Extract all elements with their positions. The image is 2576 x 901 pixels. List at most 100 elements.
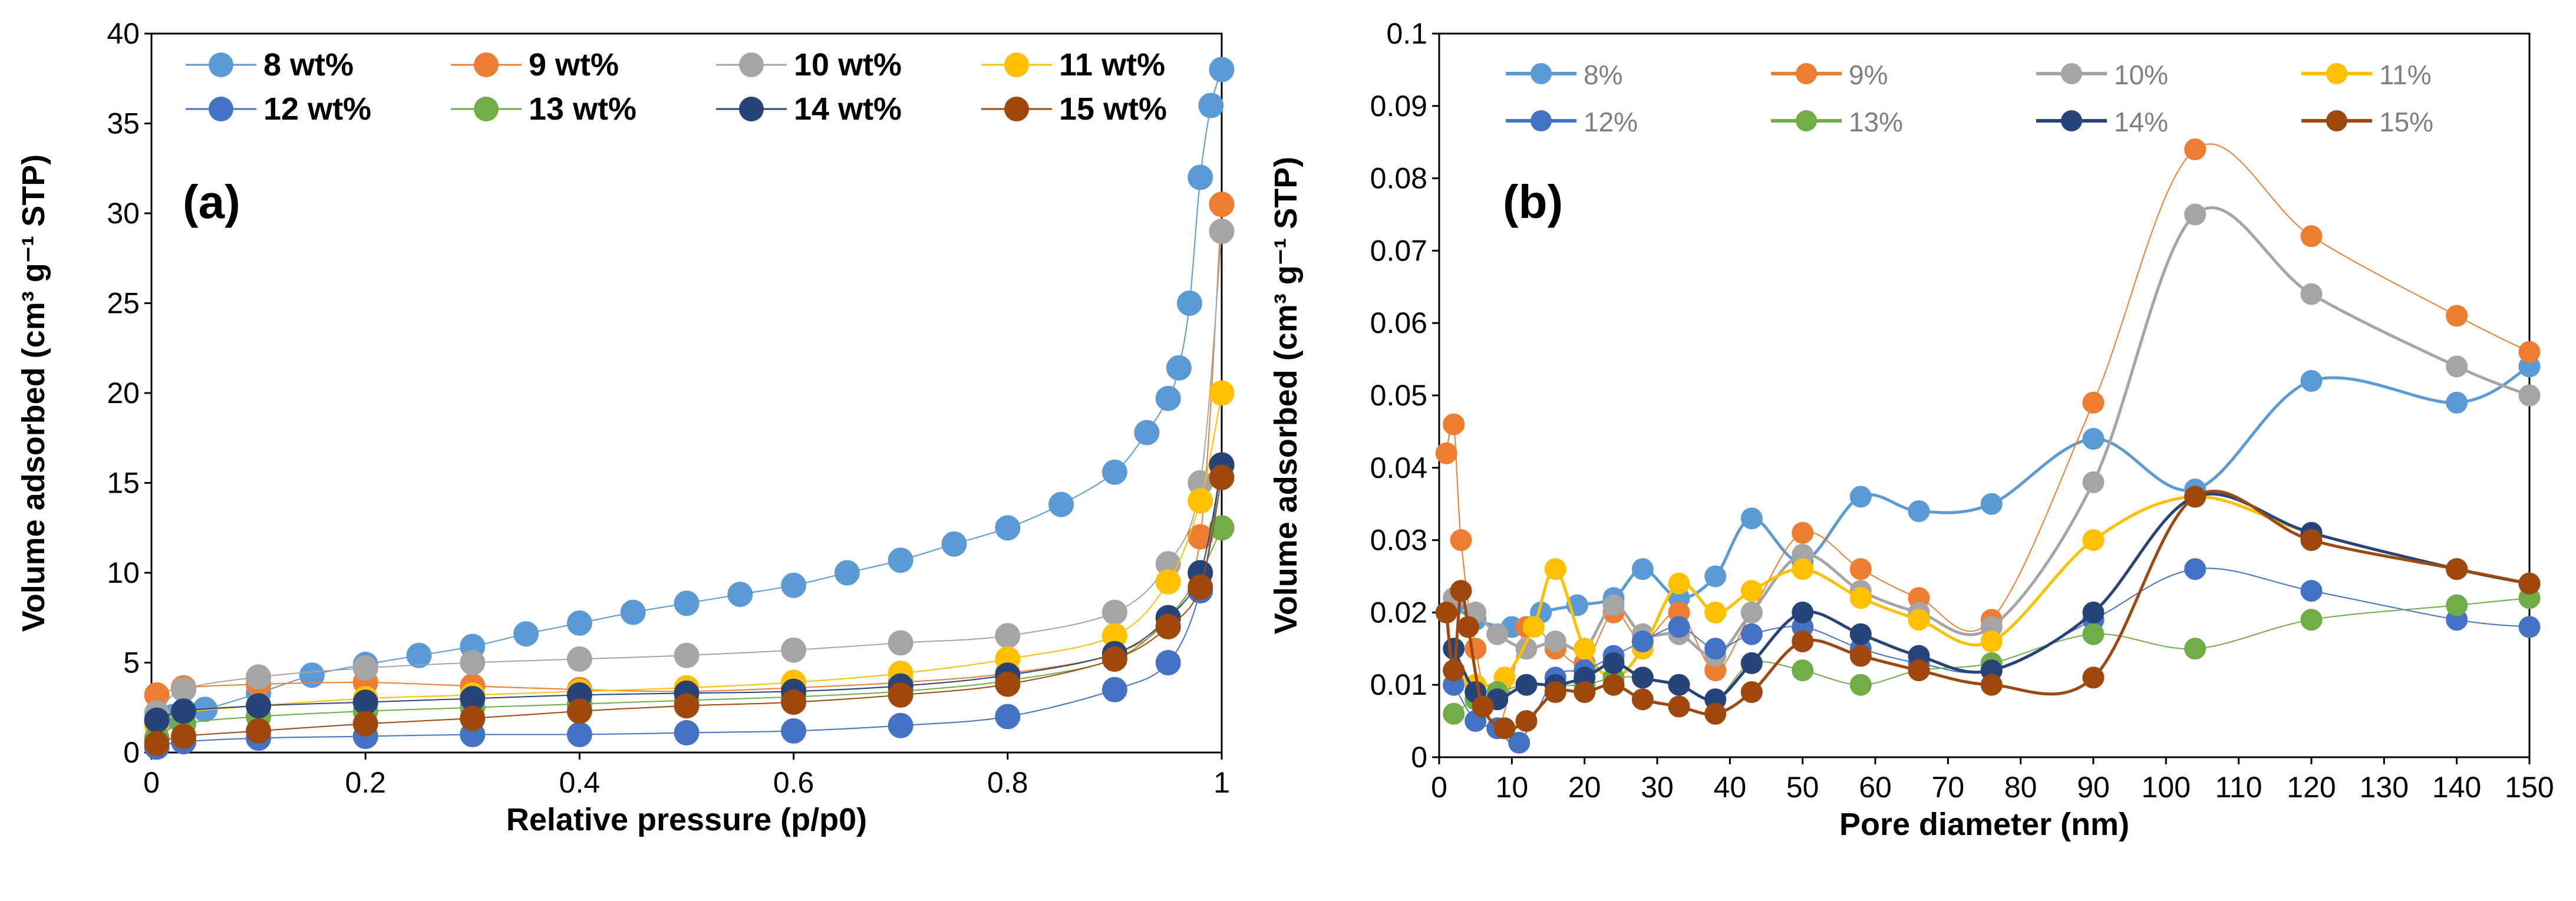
- data-point: [2446, 594, 2468, 616]
- legend-label: 10%: [2114, 60, 2168, 90]
- data-point: [1544, 631, 1566, 652]
- x-tick-label: 0: [143, 766, 160, 799]
- data-point: [941, 531, 967, 557]
- data-point: [1980, 493, 2003, 515]
- data-point: [566, 646, 592, 672]
- data-point: [2184, 558, 2206, 580]
- data-point: [1602, 674, 1625, 696]
- data-point: [1668, 572, 1690, 595]
- data-point: [674, 720, 700, 745]
- y-tick-label: 0.08: [1370, 162, 1427, 195]
- y-tick-label: 0: [123, 736, 140, 769]
- data-point: [171, 724, 196, 749]
- data-point: [2184, 203, 2206, 226]
- data-point: [674, 642, 700, 668]
- legend-marker: [2326, 63, 2347, 84]
- x-tick-label: 140: [2432, 771, 2481, 804]
- data-point: [1574, 638, 1596, 660]
- x-tick-label: 0.8: [987, 766, 1028, 799]
- data-point: [1740, 681, 1763, 703]
- y-tick-label: 10: [107, 556, 140, 589]
- data-point: [1435, 442, 1457, 464]
- data-point: [2184, 638, 2206, 660]
- y-tick-label: 15: [107, 467, 140, 500]
- data-point: [144, 731, 170, 757]
- legend-label: 11 wt%: [1059, 47, 1165, 82]
- data-point: [2300, 609, 2323, 631]
- data-point: [888, 547, 913, 573]
- data-point: [834, 560, 860, 586]
- data-point: [995, 623, 1021, 649]
- data-point: [1443, 638, 1465, 660]
- y-tick-label: 0.09: [1370, 90, 1427, 123]
- data-point: [1435, 601, 1457, 623]
- x-tick-label: 150: [2505, 771, 2554, 804]
- legend-marker: [474, 97, 499, 121]
- legend-label: 13 wt%: [529, 91, 636, 127]
- data-point: [1740, 652, 1763, 674]
- x-tick-label: 0: [1431, 771, 1447, 804]
- data-point: [888, 630, 913, 656]
- legend-label: 14 wt%: [794, 91, 902, 127]
- data-point: [674, 590, 700, 616]
- data-point: [2184, 486, 2206, 508]
- x-tick-label: 40: [1714, 771, 1747, 804]
- panel-label: (b): [1503, 176, 1563, 228]
- x-axis-label: Relative pressure (p/p0): [506, 802, 867, 837]
- legend-marker: [1004, 52, 1029, 77]
- data-point: [1849, 674, 1872, 696]
- data-point: [2082, 391, 2105, 414]
- data-point: [2446, 355, 2468, 378]
- data-point: [781, 637, 807, 663]
- data-point: [2300, 225, 2323, 247]
- data-point: [1668, 616, 1690, 638]
- data-point: [144, 707, 170, 733]
- data-point: [1849, 587, 1872, 609]
- data-point: [1792, 631, 1814, 652]
- data-point: [406, 642, 432, 668]
- legend-marker: [1796, 110, 1817, 131]
- data-point: [1515, 674, 1538, 696]
- data-point: [513, 621, 539, 647]
- x-tick-label: 70: [1932, 771, 1965, 804]
- series-line: [156, 477, 1222, 744]
- data-point: [2300, 369, 2323, 392]
- data-point: [1155, 614, 1181, 639]
- y-axis-label: Volume adsorbed (cm³ g⁻¹ STP): [16, 154, 51, 632]
- data-point: [1155, 385, 1181, 411]
- y-tick-label: 0.07: [1370, 234, 1427, 267]
- y-tick-label: 35: [107, 107, 140, 140]
- series-line: [156, 231, 1222, 714]
- data-point: [299, 662, 325, 688]
- legend-marker: [474, 52, 499, 77]
- data-point: [1740, 601, 1763, 623]
- data-point: [1740, 623, 1763, 645]
- data-point: [888, 712, 913, 738]
- data-point: [1188, 574, 1213, 600]
- data-point: [1908, 609, 1930, 631]
- legend-label: 8%: [1584, 60, 1622, 90]
- data-point: [2518, 384, 2541, 407]
- y-tick-label: 0: [1411, 741, 1427, 774]
- data-point: [2082, 428, 2105, 450]
- y-tick-label: 0.1: [1386, 17, 1427, 50]
- data-point: [1166, 355, 1192, 381]
- data-point: [1188, 164, 1213, 190]
- data-point: [1450, 529, 1472, 552]
- y-tick-label: 5: [123, 646, 140, 679]
- x-tick-label: 120: [2287, 771, 2336, 804]
- data-point: [1602, 652, 1625, 674]
- data-point: [1849, 645, 1872, 667]
- x-tick-label: 50: [1786, 771, 1819, 804]
- data-point: [1486, 623, 1509, 645]
- y-tick-label: 0.04: [1370, 451, 1427, 484]
- x-tick-label: 20: [1568, 771, 1601, 804]
- legend-marker: [1531, 110, 1552, 131]
- x-tick-label: 80: [2004, 771, 2037, 804]
- data-point: [2518, 572, 2541, 595]
- data-point: [1443, 659, 1465, 682]
- data-point: [1177, 291, 1202, 316]
- data-point: [246, 693, 272, 719]
- data-point: [1209, 380, 1235, 406]
- data-point: [1443, 413, 1465, 435]
